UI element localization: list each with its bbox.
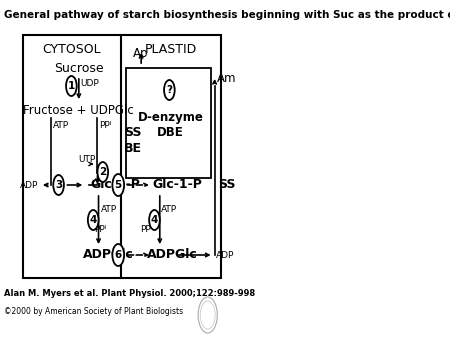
Bar <box>23 35 221 278</box>
Text: Fructose + UDPGlc: Fructose + UDPGlc <box>23 103 134 117</box>
Circle shape <box>112 174 124 196</box>
Text: PPᴵ: PPᴵ <box>140 225 153 235</box>
Text: ?: ? <box>166 85 172 95</box>
Text: 5: 5 <box>115 180 122 190</box>
Text: Ap: Ap <box>133 47 149 60</box>
Circle shape <box>53 175 64 195</box>
Text: ADP: ADP <box>216 250 234 260</box>
Circle shape <box>66 76 76 96</box>
Text: ATP: ATP <box>53 121 69 130</box>
Circle shape <box>88 210 99 230</box>
Text: ADPGlc: ADPGlc <box>147 248 198 262</box>
Text: PPᴵ: PPᴵ <box>99 121 112 130</box>
Text: Am: Am <box>217 72 237 84</box>
Bar <box>126 68 212 178</box>
Text: ATP: ATP <box>161 206 177 215</box>
Text: 3: 3 <box>55 180 62 190</box>
Text: ADPGlc: ADPGlc <box>82 248 133 262</box>
Text: SS
BE: SS BE <box>124 125 142 154</box>
Text: PLASTID: PLASTID <box>144 43 197 56</box>
Text: ATP: ATP <box>101 206 117 215</box>
Text: D-enzyme
DBE: D-enzyme DBE <box>138 111 203 140</box>
Text: 6: 6 <box>115 250 122 260</box>
Circle shape <box>98 162 108 182</box>
Text: SS: SS <box>218 178 236 192</box>
Text: 4: 4 <box>151 215 158 225</box>
Text: Glc-1-P: Glc-1-P <box>90 178 140 192</box>
Circle shape <box>164 80 175 100</box>
Text: Alan M. Myers et al. Plant Physiol. 2000;122:989-998: Alan M. Myers et al. Plant Physiol. 2000… <box>4 289 256 298</box>
Text: Sucrose: Sucrose <box>54 62 104 74</box>
Text: 4: 4 <box>90 215 97 225</box>
Text: 1: 1 <box>68 81 75 91</box>
Text: Glc-1-P: Glc-1-P <box>153 178 203 192</box>
Circle shape <box>149 210 160 230</box>
Text: General pathway of starch biosynthesis beginning with Suc as the product of phot: General pathway of starch biosynthesis b… <box>4 10 450 20</box>
Text: PPᴵ: PPᴵ <box>94 225 107 235</box>
Text: 2: 2 <box>99 167 106 177</box>
Text: UTP: UTP <box>78 155 95 165</box>
Circle shape <box>112 244 124 266</box>
Text: ADP: ADP <box>20 180 38 190</box>
Text: UDP: UDP <box>81 79 99 89</box>
Text: CYTOSOL: CYTOSOL <box>43 43 101 56</box>
Text: ©2000 by American Society of Plant Biologists: ©2000 by American Society of Plant Biolo… <box>4 307 184 316</box>
